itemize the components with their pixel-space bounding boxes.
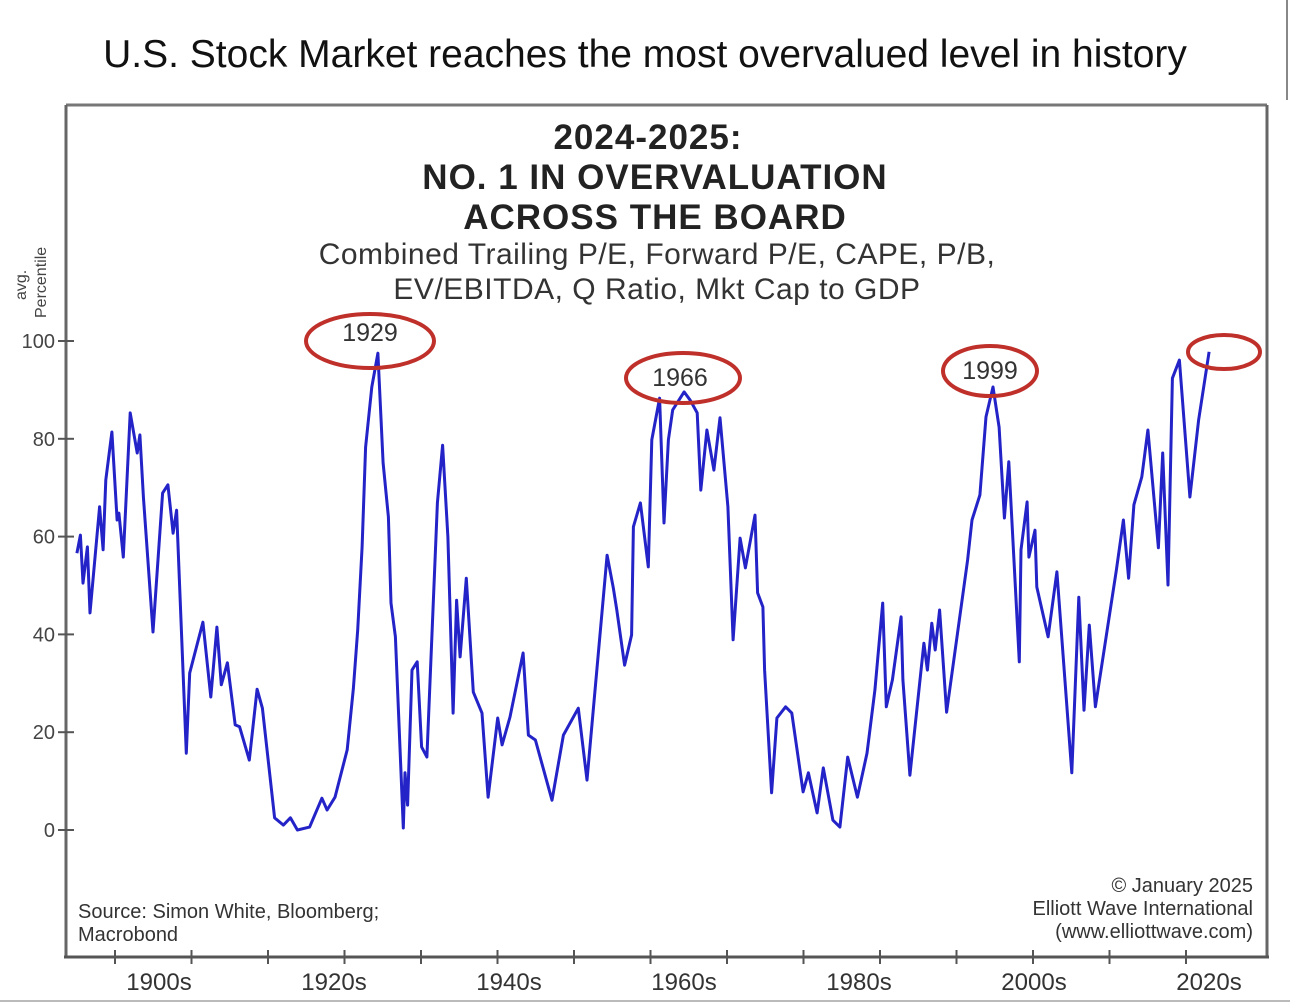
page-title: U.S. Stock Market reaches the most overv… [103, 33, 1187, 76]
plot-frame [64, 103, 1269, 959]
x-tick-label: 1960s [651, 969, 716, 996]
peak-label: 1999 [962, 357, 1018, 385]
y-tick-label: 40 [33, 624, 55, 646]
peak-label: 1929 [342, 319, 398, 347]
series-line-group [75, 351, 1211, 832]
x-tick-label: 1940s [476, 969, 541, 996]
y-axis-label-line-2: Percentile [33, 247, 50, 318]
y-tick-label: 80 [33, 429, 55, 451]
y-tick-label: 20 [33, 722, 55, 744]
chart-title-line-2: NO. 1 IN OVERVALUATION [422, 158, 887, 197]
credit-line-2: Elliott Wave International [1033, 898, 1253, 920]
x-axis-ticks: 1900s 1920s 1940s 1960s 1980s 2000s 2020s [114, 950, 1242, 996]
chart-title-line-1: 2024-2025: [553, 118, 742, 157]
peak-circle [1186, 333, 1262, 371]
y-tick-label: 60 [33, 527, 55, 549]
y-axis-ticks: 0 20 40 60 80 100 [22, 331, 74, 842]
source-line-2: Macrobond [78, 924, 178, 946]
peak-circle [304, 312, 436, 370]
credit-line-3: (www.elliottwave.com) [1055, 921, 1253, 943]
chart-subtitle-line-1: Combined Trailing P/E, Forward P/E, CAPE… [319, 238, 996, 271]
x-tick-label: 1980s [826, 969, 891, 996]
x-tick-label: 1900s [126, 969, 191, 996]
peak-circle [624, 351, 742, 405]
source-line-1: Source: Simon White, Bloomberg; [78, 901, 379, 923]
peak-annotations: 1929 1966 1999 [304, 312, 1262, 405]
x-tick-label: 1920s [301, 969, 366, 996]
x-tick-label: 2000s [1001, 969, 1066, 996]
chart-title-line-3: ACROSS THE BOARD [463, 198, 847, 237]
y-tick-label: 100 [22, 331, 55, 353]
x-tick-label: 2020s [1176, 969, 1241, 996]
y-axis-label-line-1: avg. [13, 270, 30, 300]
y-tick-label: 0 [44, 820, 55, 842]
credit-line-1: © January 2025 [1112, 875, 1254, 897]
series-line [75, 351, 1211, 832]
peak-circle [941, 344, 1039, 398]
peak-label: 1966 [652, 364, 708, 392]
chart-subtitle-line-2: EV/EBITDA, Q Ratio, Mkt Cap to GDP [393, 273, 920, 306]
